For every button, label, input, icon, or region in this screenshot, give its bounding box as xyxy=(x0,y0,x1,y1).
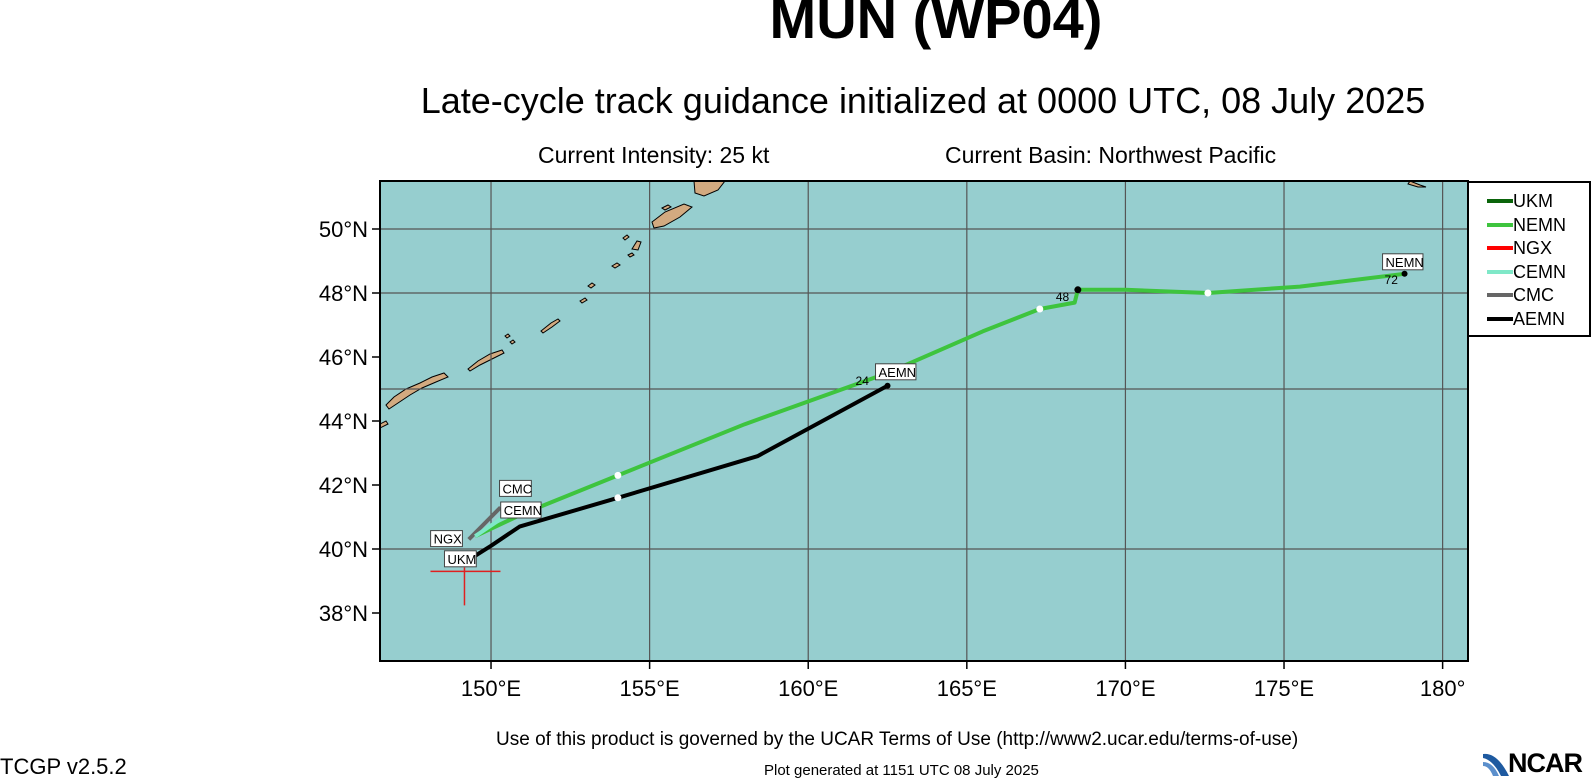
legend-label: UKM xyxy=(1513,191,1553,211)
hour-label: 48 xyxy=(1056,290,1070,304)
island-small-5 xyxy=(587,282,596,289)
label-ukm: UKM xyxy=(443,550,477,568)
svg-text:CMC: CMC xyxy=(503,481,533,496)
ncar-swoosh-icon xyxy=(1483,753,1509,776)
current-intensity: Current Intensity: 25 kt xyxy=(538,142,770,168)
legend-swatch xyxy=(1487,199,1513,203)
island-small-8 xyxy=(504,333,511,339)
storm-title: MUN (WP04) xyxy=(769,0,1103,50)
hour-label: 24 xyxy=(856,374,870,388)
svg-text:CEMN: CEMN xyxy=(504,503,542,518)
legend-label: CEMN xyxy=(1513,261,1566,282)
lat-tick-label: 44°N xyxy=(319,409,368,434)
legend-swatch xyxy=(1487,246,1513,250)
lon-tick-label: 180° xyxy=(1420,676,1466,701)
land-hokkaido-edge xyxy=(380,420,389,429)
legend-label: NGX xyxy=(1513,238,1553,258)
model-legend: UKM NEMN NGX CEMN CMC AEMN xyxy=(1469,181,1591,337)
track-12h-dot xyxy=(1204,289,1212,297)
label-aemn: AEMN xyxy=(875,363,917,381)
legend-item: NEMN xyxy=(1487,215,1587,235)
track-end-dot xyxy=(1401,270,1408,277)
map-grid xyxy=(380,181,1468,661)
island-small-3 xyxy=(611,262,621,269)
ncar-logo-text: NCAR xyxy=(1508,748,1583,778)
longitude-labels: 150°E 155°E 160°E 165°E 170°E 175°E 180° xyxy=(461,661,1465,701)
ncar-logo xyxy=(1483,752,1511,783)
lon-tick-label: 150°E xyxy=(461,676,521,701)
lon-tick-label: 165°E xyxy=(937,676,997,701)
track-marks: 48 72 24 NEMN AEMN CMC CEMN NGX UKM xyxy=(430,253,1424,606)
lat-tick-label: 42°N xyxy=(319,473,368,498)
island-small-1 xyxy=(661,204,672,211)
legend-label: AEMN xyxy=(1513,308,1566,329)
lon-tick-label: 155°E xyxy=(620,676,680,701)
lat-tick-label: 38°N xyxy=(319,601,368,626)
island-small-4 xyxy=(627,252,635,258)
legend-label: NEMN xyxy=(1513,214,1566,235)
land-masses xyxy=(380,181,1427,429)
track-12h-dot xyxy=(614,494,622,502)
track-aemn xyxy=(464,384,889,564)
track-48h-dot xyxy=(1074,286,1082,294)
legend-item: NGX xyxy=(1487,238,1587,258)
lat-tick-label: 46°N xyxy=(319,345,368,370)
svg-text:AEMN: AEMN xyxy=(879,365,917,380)
lat-tick-label: 48°N xyxy=(319,281,368,306)
legend-label: CMC xyxy=(1513,285,1554,305)
plot-generated: Plot generated at 1151 UTC 08 July 2025 xyxy=(764,762,1039,779)
label-cemn: CEMN xyxy=(500,501,542,519)
legend-swatch xyxy=(1487,269,1513,274)
track-end-dot xyxy=(884,382,891,389)
legend-item: CEMN xyxy=(1487,262,1587,282)
ocean-area xyxy=(380,181,1468,661)
island-onekotan xyxy=(631,240,642,251)
legend-item: UKM xyxy=(1487,191,1587,211)
island-small-6 xyxy=(579,297,588,304)
lat-tick-label: 40°N xyxy=(319,537,368,562)
legend-swatch xyxy=(1487,316,1513,321)
label-nemn: NEMN xyxy=(1382,253,1424,271)
svg-text:NGX: NGX xyxy=(434,532,463,547)
svg-text:UKM: UKM xyxy=(447,552,476,567)
track-12h-dot xyxy=(614,471,622,479)
island-urup xyxy=(467,349,505,372)
track-12h-dot xyxy=(1036,305,1044,313)
label-ngx: NGX xyxy=(430,530,463,548)
legend-item: CMC xyxy=(1487,285,1587,305)
legend-item: AEMN xyxy=(1487,309,1587,329)
guidance-subtitle: Late-cycle track guidance initialized at… xyxy=(420,80,1426,121)
label-cmc: CMC xyxy=(499,479,533,497)
island-kamchatka xyxy=(693,181,726,197)
lon-tick-label: 175°E xyxy=(1254,676,1314,701)
hour-label: 72 xyxy=(1385,273,1399,287)
terms-of-use: Use of this product is governed by the U… xyxy=(496,729,1299,750)
island-paramushir xyxy=(651,203,693,229)
track-cmc xyxy=(467,505,502,541)
current-basin: Current Basin: Northwest Pacific xyxy=(945,142,1277,168)
island-simushir xyxy=(540,318,561,334)
track-cemn xyxy=(474,515,505,538)
lat-tick-label: 50°N xyxy=(319,217,368,242)
island-small-7 xyxy=(509,339,516,345)
lon-tick-label: 170°E xyxy=(1095,676,1155,701)
tcgp-version: TCGP v2.5.2 xyxy=(0,754,127,779)
lon-tick-label: 160°E xyxy=(778,676,838,701)
land-alaska-edge xyxy=(1407,181,1427,188)
legend-swatch xyxy=(1487,293,1513,297)
latitude-labels: 50°N 48°N 46°N 44°N 42°N 40°N 38°N xyxy=(319,217,380,626)
island-small-2 xyxy=(622,234,630,241)
legend-swatch xyxy=(1487,222,1513,227)
svg-text:NEMN: NEMN xyxy=(1386,255,1424,270)
